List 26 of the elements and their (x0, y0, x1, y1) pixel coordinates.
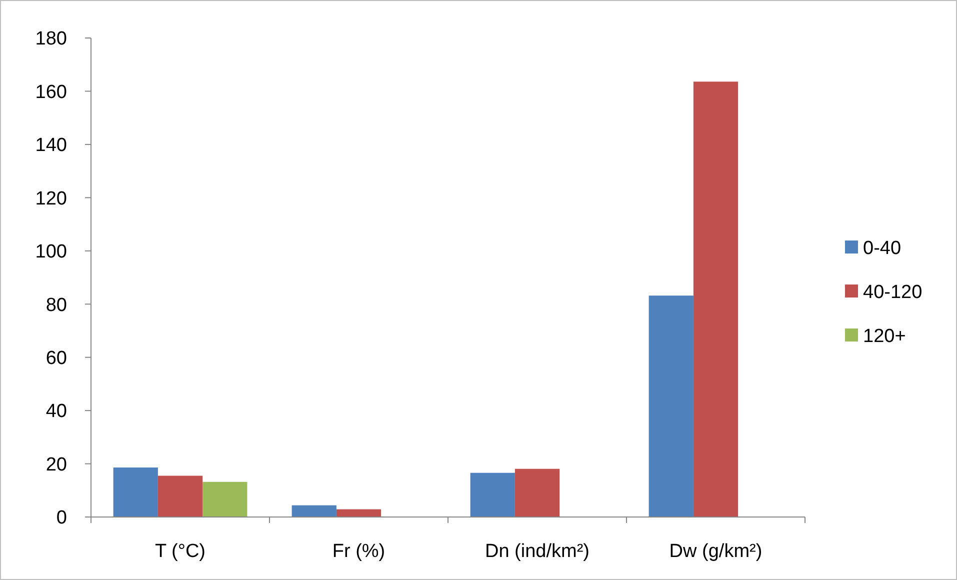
bar (514, 468, 560, 517)
x-tick-label: Fr (%) (332, 541, 386, 562)
bar (292, 505, 336, 517)
bar (202, 482, 248, 517)
y-tick-label: 40 (46, 401, 67, 422)
y-tick-label: 140 (35, 135, 67, 156)
y-tick-label: 120 (35, 188, 67, 210)
y-tick-label: 0 (56, 508, 67, 529)
bar (158, 476, 203, 517)
legend-label: 120+ (863, 326, 906, 348)
y-tick-label: 100 (35, 242, 67, 263)
legend-label: 0-40 (863, 238, 902, 260)
x-tick-label: T (°C) (154, 541, 206, 562)
bar (470, 472, 515, 517)
x-tick-label: Dw (g/km²) (669, 541, 762, 562)
bar (336, 509, 382, 517)
bar (693, 82, 738, 517)
y-tick-label: 160 (35, 82, 67, 103)
x-tick-label: Dn (ind/km²) (484, 541, 590, 562)
y-tick-label: 20 (46, 454, 67, 476)
y-tick-label: 80 (46, 294, 67, 316)
legend-label: 40-120 (863, 282, 922, 304)
bar (113, 468, 158, 517)
bar (648, 296, 694, 517)
y-tick-label: 60 (46, 348, 67, 369)
y-tick-label: 180 (35, 28, 67, 50)
